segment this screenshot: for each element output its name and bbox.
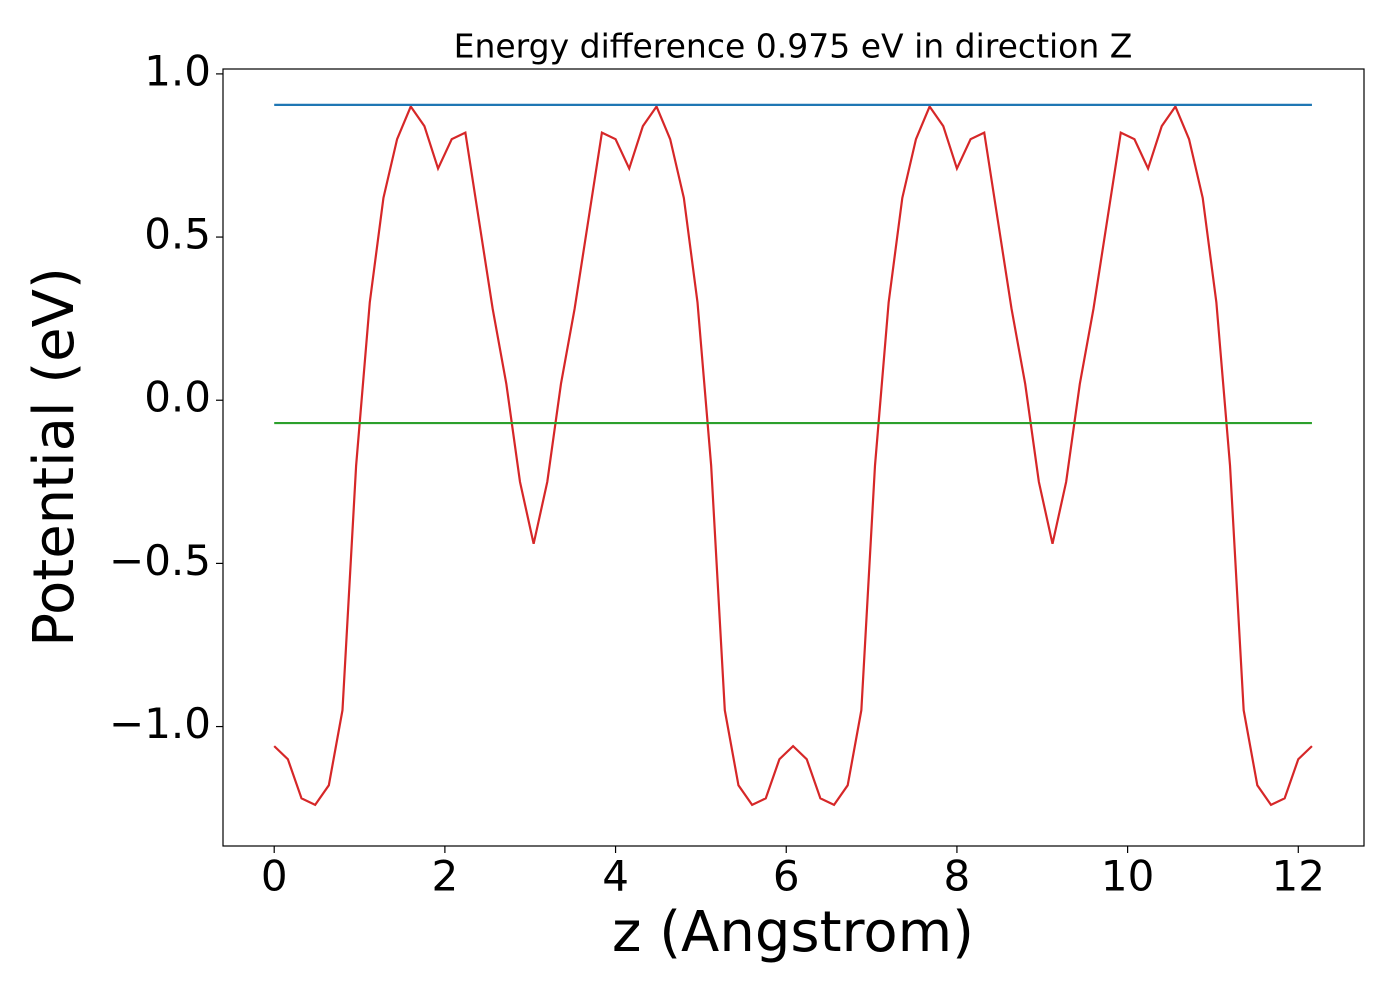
x-tick-label: 8: [944, 852, 971, 901]
data-line: [273, 104, 1313, 807]
x-tick-label: 12: [1272, 852, 1325, 901]
chart-title: Energy difference 0.975 eV in direction …: [454, 27, 1133, 66]
x-tick-label: 10: [1101, 852, 1154, 901]
x-tick-label: 2: [432, 852, 459, 901]
y-tick-label: 0.5: [144, 210, 211, 259]
x-axis-label: z (Angstrom): [612, 900, 974, 965]
x-tick-label: 4: [602, 852, 629, 901]
y-tick-label: −1.0: [109, 699, 211, 748]
y-tick-label: 1.0: [144, 46, 211, 95]
x-tick-label: 0: [261, 852, 288, 901]
plot-frame: [222, 68, 1365, 847]
y-axis-label: Potential (eV): [22, 267, 87, 647]
y-tick-label: −0.5: [109, 536, 211, 585]
x-tick-label: 6: [773, 852, 800, 901]
y-tick-label: 0.0: [144, 373, 211, 422]
